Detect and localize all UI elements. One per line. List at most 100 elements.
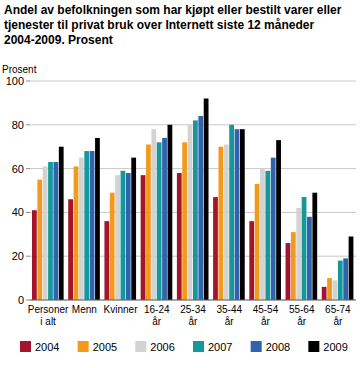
legend-swatch [193,341,204,352]
bar [126,173,131,300]
legend-label: 2005 [93,341,117,353]
legend-swatch [78,341,89,352]
bar [218,147,223,300]
title-line: Andel av befolkningen som har kjøpt elle… [4,3,342,17]
bar [322,287,327,300]
bar [213,197,218,300]
bar [90,151,95,300]
bar [177,173,182,300]
bar [59,147,64,300]
y-tick-label: 80 [12,119,24,131]
bar [121,171,126,300]
bar [276,140,281,300]
bar [286,243,291,300]
x-axis [30,300,356,301]
bar [338,261,343,300]
title: Andel av befolkningen som har kjøpt elle… [4,3,342,47]
x-tick-label: Menn [72,304,97,315]
x-tick-label: 16-24år [144,304,170,327]
x-tick-label: 55-64år [289,304,315,327]
grid-line [30,300,356,301]
bar [168,125,173,300]
y-tick-label: 40 [12,206,24,218]
bar [204,99,209,300]
x-tick-label-line: 65-74 [325,304,351,315]
tick [26,124,30,125]
bar [327,278,332,300]
bar [115,175,120,300]
x-tick-label-line: 55-64 [289,304,315,315]
bar [32,210,37,300]
bar [229,125,234,300]
bar [104,221,109,300]
bar [291,232,296,300]
legend-label: 2006 [150,341,174,353]
bar [84,151,89,300]
bars [32,99,353,300]
bar [260,169,265,300]
bar [235,129,240,300]
x-tick-label-line: 16-24 [144,304,170,315]
bar [110,193,115,300]
bar [349,236,354,300]
legend-swatch [308,341,319,352]
bar [255,184,260,300]
legend-label: 2008 [266,341,290,353]
x-tick-label-line: Personer [28,304,69,315]
legend-label: 2004 [35,341,59,353]
bar [271,158,276,300]
bar [37,180,42,300]
legend-swatch [20,341,31,352]
bar [302,197,307,300]
y-tick-label: 0 [18,294,24,306]
x-tick-label-line: år [261,316,271,327]
bar [198,116,203,300]
bar [79,158,84,300]
bar [68,199,73,300]
bar [265,171,270,300]
x-tick-label: 25-34år [180,304,206,327]
bar [95,138,100,300]
tick [26,212,30,213]
x-tick-label: 65-74år [325,304,351,327]
tick [26,256,30,257]
bar [188,125,193,300]
x-tick-label-line: i alt [40,316,56,327]
bar [141,175,146,300]
bar [307,217,312,300]
x-tick-label: 35-44år [216,304,242,327]
x-tick-label-line: år [225,316,235,327]
tick [26,300,30,301]
x-tick-label: 45-54år [253,304,279,327]
x-tick-label: Personeri alt [28,304,69,327]
bar [182,142,187,300]
x-tick-label-line: Kvinner [104,304,139,315]
y-label: Prosent [2,64,37,75]
bar [224,145,229,300]
bar [249,221,254,300]
x-tick-label-line: år [297,316,307,327]
bar [193,120,198,300]
bar [146,145,151,300]
x-tick-label-line: 35-44 [216,304,242,315]
bar [162,138,167,300]
bar [343,258,348,300]
legend-swatch [251,341,262,352]
grid-line [30,81,356,82]
bar [48,162,53,300]
bar [131,158,136,300]
chart: Andel av befolkningen som har kjøpt elle… [0,0,362,368]
bar [312,193,317,300]
title-line: tjenester til privat bruk over Internett… [4,18,314,32]
y-tick-label: 100 [6,75,24,87]
y-tick-label: 60 [12,163,24,175]
legend-label: 2007 [208,341,232,353]
y-tick-label: 20 [12,250,24,262]
legend-swatch [135,341,146,352]
bar [74,166,79,300]
x-tick-label-line: Menn [72,304,97,315]
bar [333,280,338,300]
x-tick-label-line: år [333,316,343,327]
x-tick-label-line: år [152,316,162,327]
title-line: 2004-2009. Prosent [4,33,113,47]
